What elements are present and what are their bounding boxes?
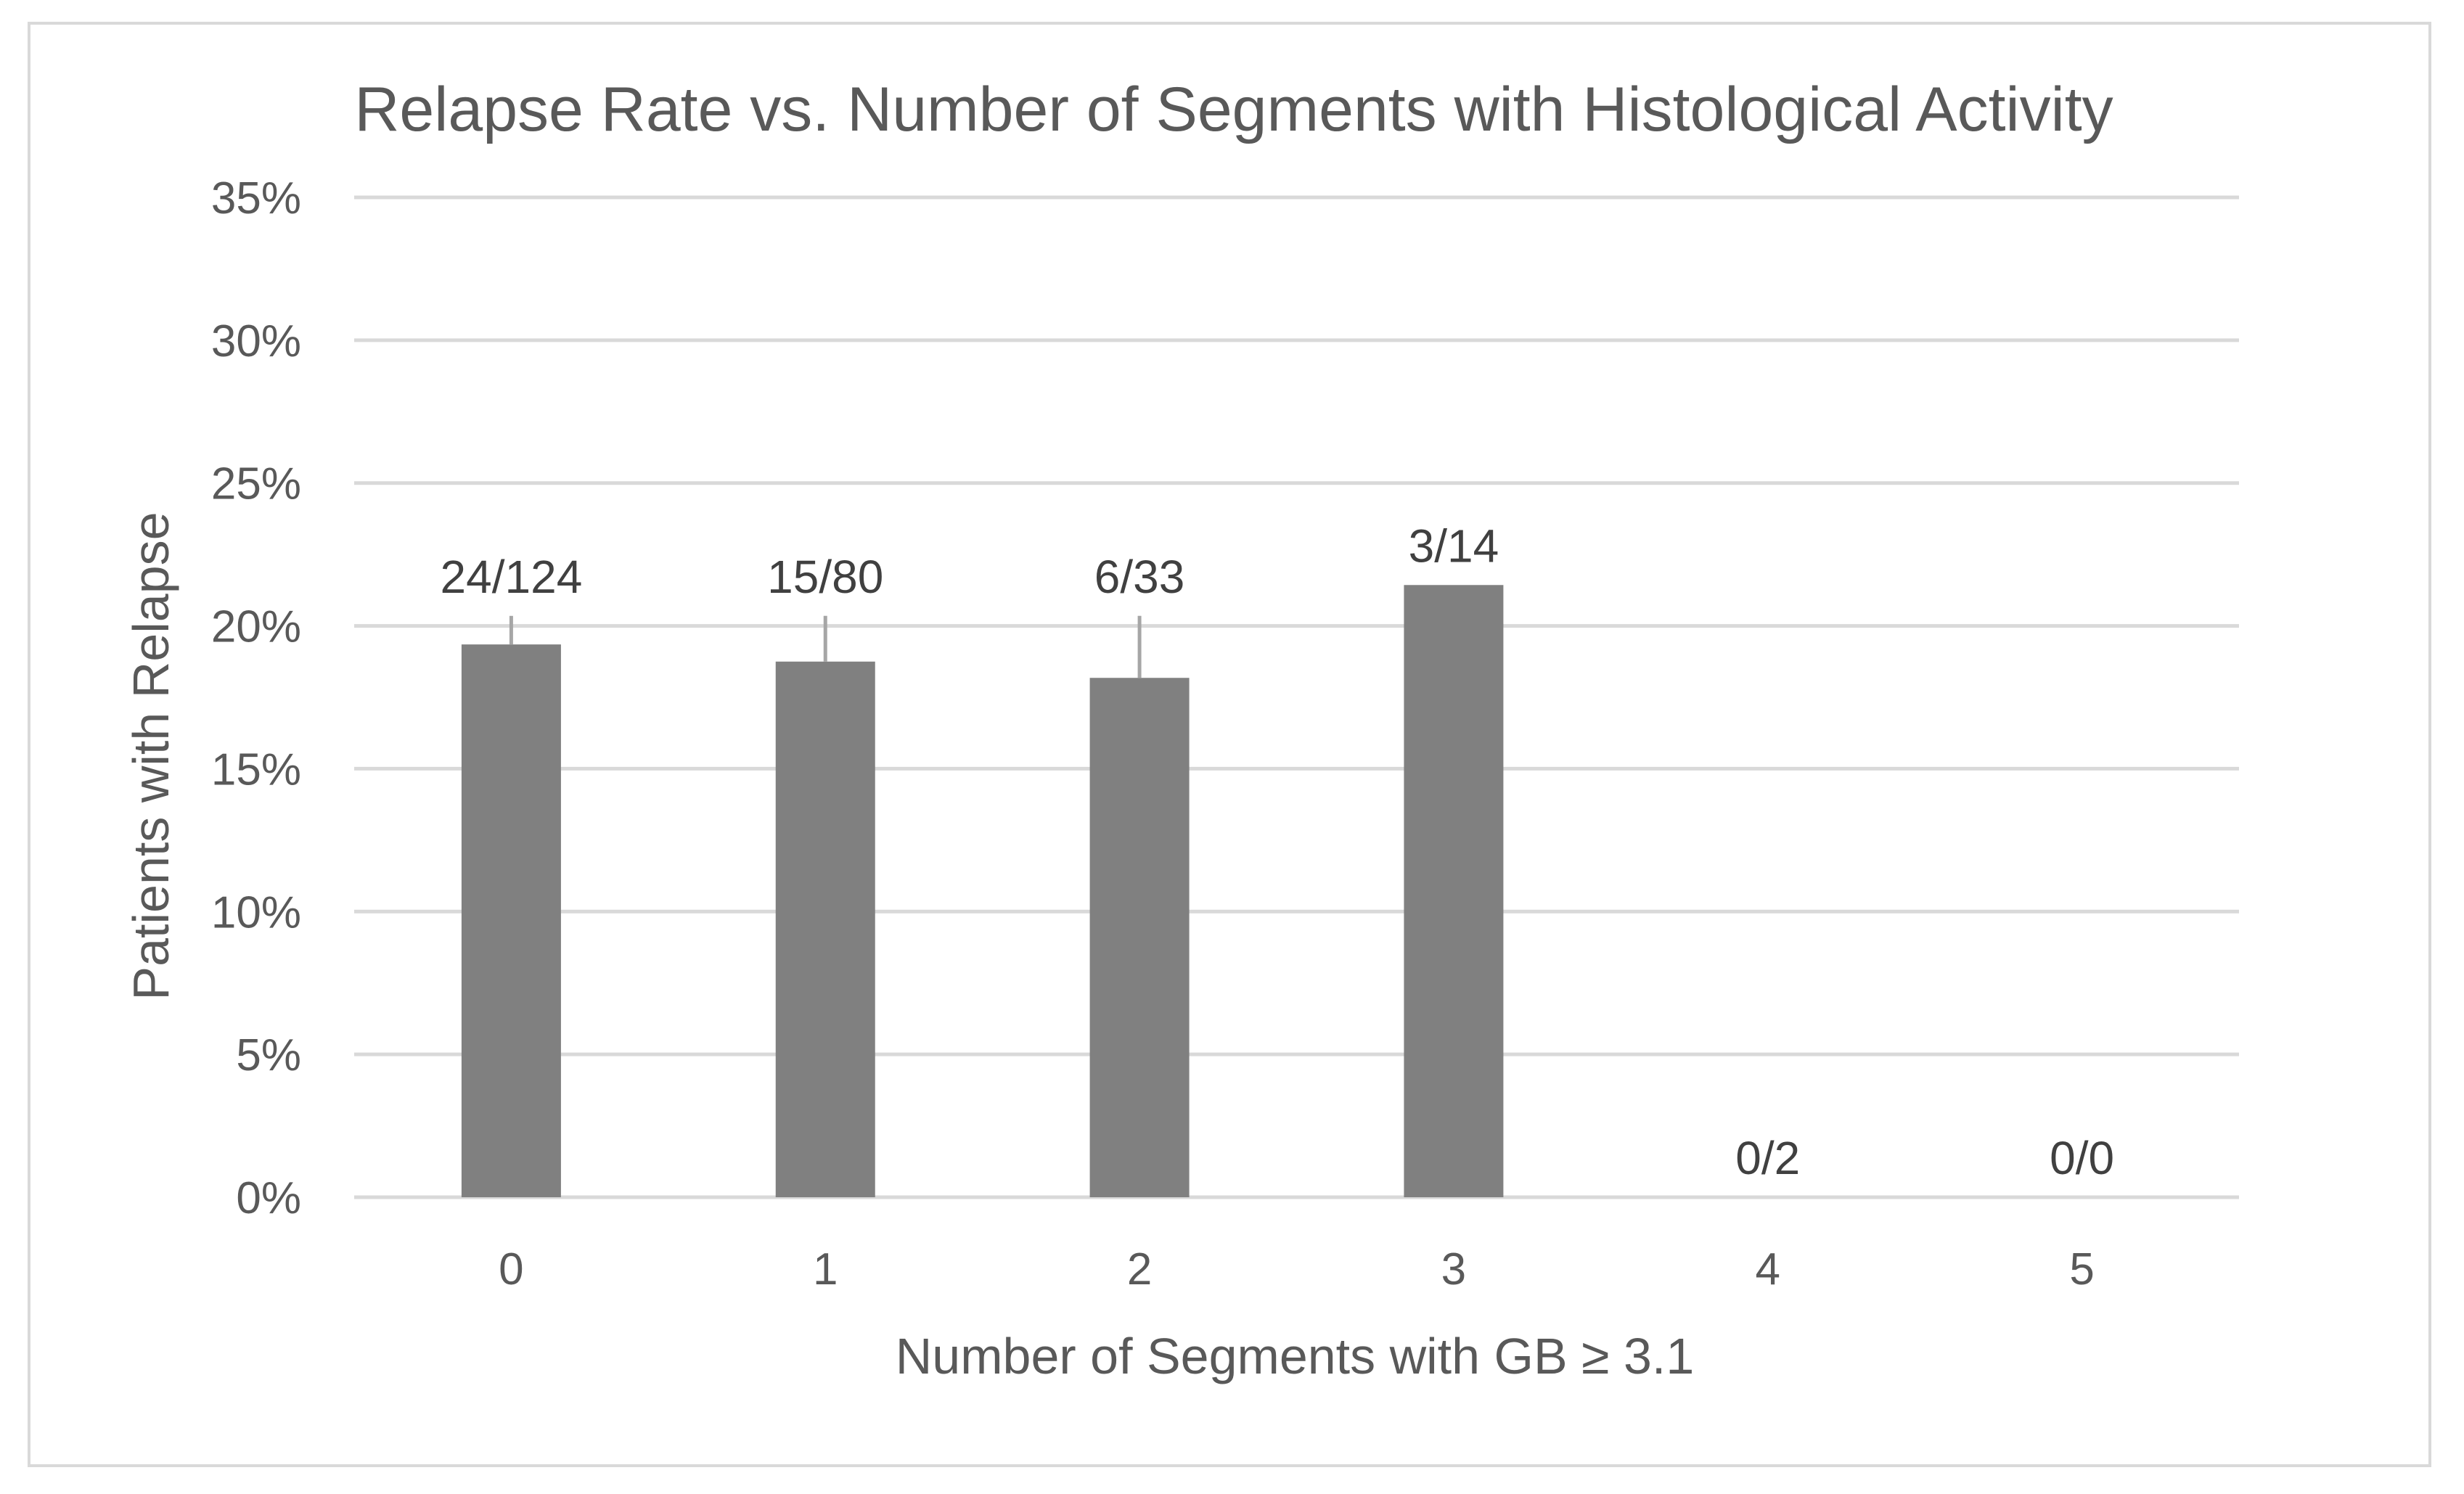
x-tick-label: 5 xyxy=(2069,1244,2094,1294)
chart-frame xyxy=(28,22,2431,1467)
y-tick-label: 10% xyxy=(211,887,301,937)
y-tick-label: 30% xyxy=(211,316,301,366)
x-tick-label: 1 xyxy=(813,1244,838,1294)
y-tick-label: 15% xyxy=(211,744,301,795)
y-tick-label: 5% xyxy=(236,1030,301,1080)
x-tick-label: 3 xyxy=(1441,1244,1466,1294)
y-tick-label: 25% xyxy=(211,459,301,509)
x-tick-label: 4 xyxy=(1756,1244,1780,1294)
bar xyxy=(775,661,875,1197)
bars xyxy=(461,585,1504,1197)
y-axis-title: Patients with Relapse xyxy=(123,512,179,1000)
y-tick-label: 20% xyxy=(211,602,301,652)
bar xyxy=(461,644,561,1197)
x-axis-title: Number of Segments with GB ≥ 3.1 xyxy=(896,1328,1695,1384)
data-label: 0/0 xyxy=(2050,1132,2114,1184)
x-axis-tick-labels: 0 1 2 3 4 5 xyxy=(499,1244,2095,1294)
bar xyxy=(1089,678,1190,1197)
data-label: 24/124 xyxy=(441,551,583,603)
error-bars xyxy=(509,615,1142,678)
data-label: 15/80 xyxy=(767,551,883,603)
y-axis-tick-labels: 0% 5% 10% 15% 20% 25% 30% 35% xyxy=(211,173,301,1223)
gridlines xyxy=(354,195,2239,1199)
x-tick-label: 0 xyxy=(499,1244,523,1294)
x-tick-label: 2 xyxy=(1127,1244,1152,1294)
y-tick-label: 35% xyxy=(211,173,301,223)
data-label: 6/33 xyxy=(1094,551,1185,603)
data-label: 0/2 xyxy=(1735,1132,1800,1184)
bar xyxy=(1404,585,1504,1197)
data-labels: 24/124 15/80 6/33 3/14 0/2 0/0 xyxy=(441,520,2115,1184)
data-label: 3/14 xyxy=(1409,520,1499,572)
chart-title: Relapse Rate vs. Number of Segments with… xyxy=(354,75,2113,144)
y-tick-label: 0% xyxy=(236,1173,301,1223)
